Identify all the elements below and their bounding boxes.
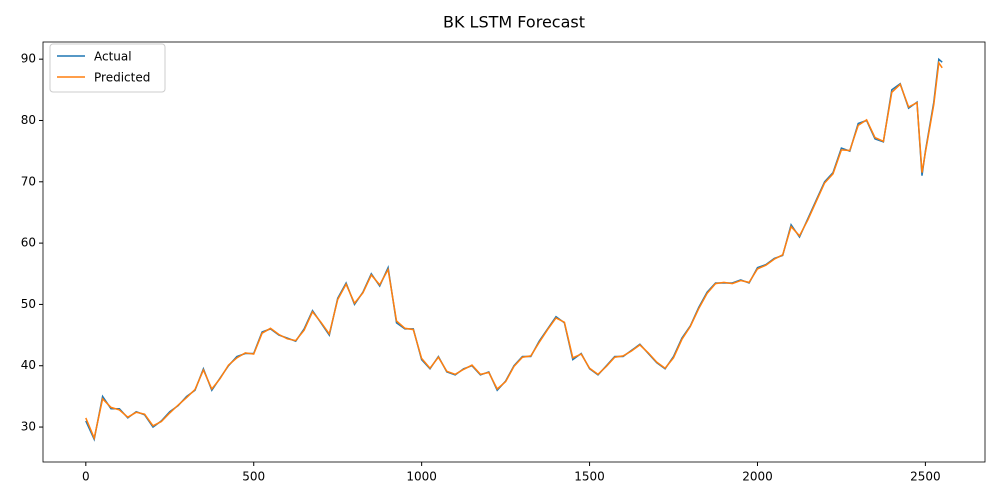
- x-tick-label: 500: [242, 470, 265, 484]
- x-tick-label: 2500: [910, 470, 941, 484]
- y-tick-label: 60: [21, 236, 36, 250]
- y-tick-label: 50: [21, 297, 36, 311]
- y-tick-label: 40: [21, 358, 36, 372]
- legend-label: Actual: [94, 50, 132, 64]
- plot-frame: [42, 41, 986, 463]
- legend: Actual Predicted: [49, 43, 166, 93]
- series-line: [85, 60, 943, 441]
- legend-label: Predicted: [94, 71, 150, 85]
- y-tick-label: 70: [21, 174, 36, 188]
- x-tick-label: 0: [82, 470, 90, 484]
- x-tick-label: 1500: [574, 470, 605, 484]
- y-tick-label: 30: [21, 420, 36, 434]
- y-tick-label: 90: [21, 52, 36, 66]
- x-tick-label: 1000: [406, 470, 437, 484]
- y-tick-label: 80: [21, 113, 36, 127]
- x-tick-label: 2000: [742, 470, 773, 484]
- chart-title: BK LSTM Forecast: [443, 13, 585, 32]
